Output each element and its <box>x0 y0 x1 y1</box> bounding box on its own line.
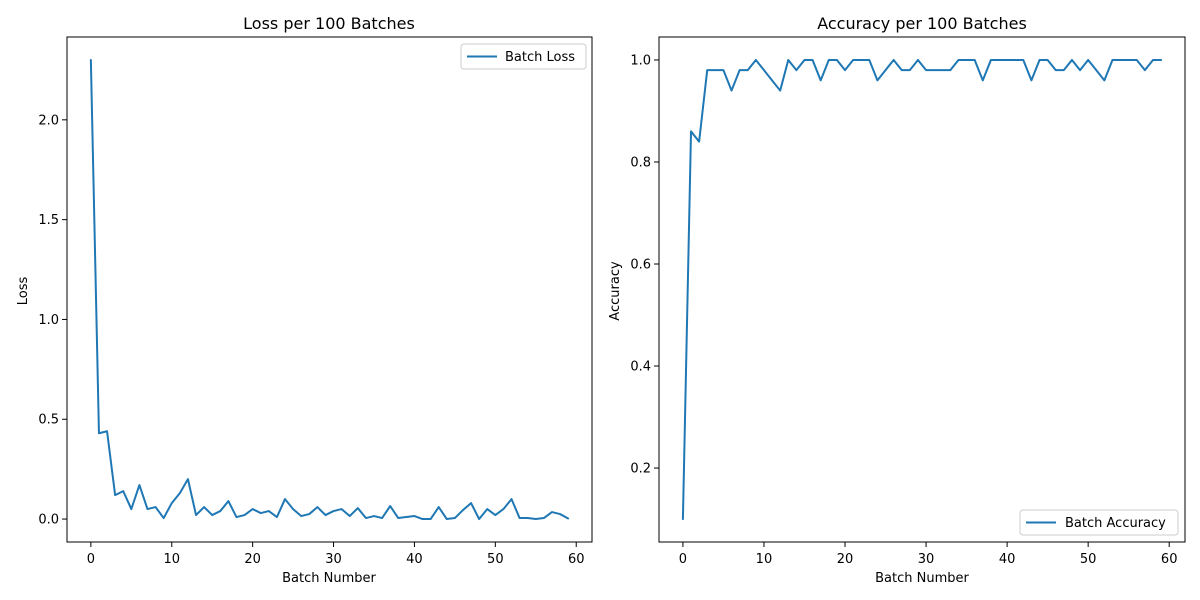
loss-chart-xtick-label: 10 <box>163 552 180 567</box>
loss-chart-ytick-label: 0.5 <box>38 413 59 428</box>
loss-chart-plot-area <box>89 58 570 521</box>
accuracy-chart-axes-frame <box>658 36 1186 543</box>
loss-chart-xtick-label: 20 <box>244 552 261 567</box>
loss-chart-ytick-label: 2.0 <box>38 113 59 128</box>
accuracy-chart-plot-area <box>681 58 1163 521</box>
loss-chart-xtick-label: 0 <box>87 552 95 567</box>
loss-chart-ylabel: Loss <box>16 277 31 306</box>
loss-chart-legend: Batch Loss <box>460 43 587 70</box>
loss-chart-axes-frame <box>66 36 593 543</box>
accuracy-chart-legend: Batch Accuracy <box>1019 509 1179 536</box>
accuracy-chart-xlabel: Batch Number <box>875 571 969 586</box>
loss-chart-ticks: 0 10 20 30 40 50 60 0.0 0.5 1.0 1.5 2.0 <box>38 113 584 567</box>
loss-chart: Loss per 100 Batches Batch Number Loss 0… <box>16 14 593 586</box>
loss-chart-xtick-label: 50 <box>487 552 504 567</box>
loss-chart-ytick-label: 1.0 <box>38 313 59 328</box>
accuracy-chart-ylabel: Accuracy <box>608 261 623 321</box>
accuracy-chart-xtick-label: 60 <box>1161 552 1178 567</box>
accuracy-chart-xtick-label: 30 <box>918 552 935 567</box>
accuracy-chart-ytick-label: 0.8 <box>630 155 651 170</box>
accuracy-chart-xtick-label: 40 <box>999 552 1016 567</box>
accuracy-chart-xtick-label: 0 <box>679 552 687 567</box>
accuracy-chart: Accuracy per 100 Batches Batch Number Ac… <box>608 14 1186 586</box>
loss-chart-legend-box <box>460 43 587 70</box>
loss-chart-title: Loss per 100 Batches <box>243 14 415 33</box>
accuracy-chart-ytick-label: 1.0 <box>630 53 651 68</box>
accuracy-chart-ticks: 0 10 20 30 40 50 60 0.2 0.4 0.6 0.8 1.0 <box>630 53 1177 567</box>
accuracy-chart-ytick-label: 0.6 <box>630 257 651 272</box>
loss-chart-xtick-label: 40 <box>406 552 423 567</box>
accuracy-chart-xtick-label: 20 <box>837 552 854 567</box>
loss-chart-series-line <box>89 58 570 521</box>
accuracy-chart-xtick-label: 50 <box>1080 552 1097 567</box>
loss-chart-legend-label: Batch Loss <box>505 50 575 65</box>
loss-chart-ytick-label: 0.0 <box>38 513 59 528</box>
accuracy-chart-xtick-label: 10 <box>756 552 773 567</box>
accuracy-chart-title: Accuracy per 100 Batches <box>817 14 1027 33</box>
loss-chart-xlabel: Batch Number <box>282 571 376 586</box>
accuracy-chart-legend-box <box>1019 509 1179 536</box>
loss-chart-ytick-label: 1.5 <box>38 213 59 228</box>
accuracy-chart-ytick-label: 0.2 <box>630 462 651 477</box>
loss-chart-xtick-label: 30 <box>325 552 342 567</box>
accuracy-chart-ytick-label: 0.4 <box>630 360 651 375</box>
accuracy-chart-legend-label: Batch Accuracy <box>1065 516 1166 531</box>
loss-chart-xtick-label: 60 <box>568 552 585 567</box>
accuracy-chart-series-line <box>681 58 1163 521</box>
